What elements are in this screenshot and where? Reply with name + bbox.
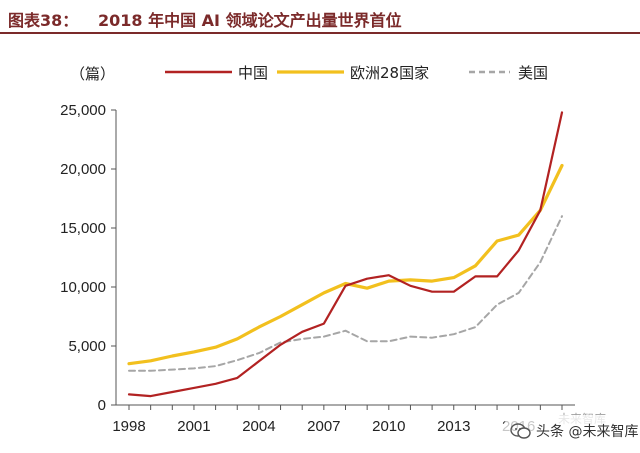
x-tick-label: 2013 <box>437 418 470 435</box>
figure-label: 图表38： <box>8 11 79 30</box>
watermark: 头条 @未来智库 <box>502 415 638 447</box>
y-tick-label: 0 <box>98 397 106 414</box>
legend-label: 美国 <box>518 64 548 82</box>
series-line-eu28 <box>127 163 564 366</box>
x-tick-label: 2004 <box>242 418 275 435</box>
x-tick-label: 2001 <box>177 418 210 435</box>
wechat-icon <box>510 423 532 439</box>
figure-title: 2018 年中国 AI 领域论文产出量世界首位 <box>98 11 402 30</box>
figure-header: 图表38： 2018 年中国 AI 领域论文产出量世界首位 <box>0 0 640 34</box>
legend-label: 欧洲28国家 <box>350 64 429 82</box>
y-tick-label: 25,000 <box>60 102 106 119</box>
legend-label: 中国 <box>238 64 268 82</box>
series-line-china <box>127 111 564 398</box>
watermark-text: 头条 @未来智库 <box>536 424 639 440</box>
y-tick-label: 10,000 <box>60 279 106 296</box>
y-tick-label: 5,000 <box>68 338 106 355</box>
legend: 中国 欧洲28国家 美国 <box>165 64 548 82</box>
x-tick-label: 2010 <box>372 418 405 435</box>
y-tick-label: 15,000 <box>60 220 106 237</box>
y-unit-label: （篇） <box>70 65 115 83</box>
series-lines <box>127 111 564 398</box>
x-tick-label: 2007 <box>307 418 340 435</box>
series-line-usa <box>128 215 563 372</box>
y-tick-label: 20,000 <box>60 161 106 178</box>
x-tick-label: 1998 <box>112 418 145 435</box>
axes: 0 5,000 10,000 15,000 20,000 25,000 1998 2001 20… <box>60 102 575 435</box>
